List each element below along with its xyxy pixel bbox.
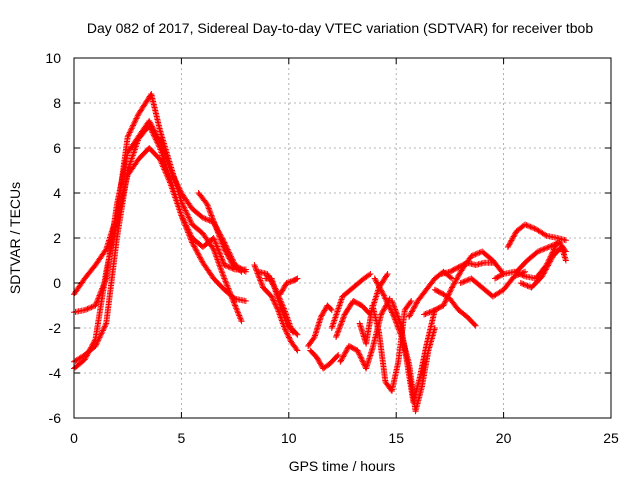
y-tick-label: 6 xyxy=(53,140,61,156)
series-markers xyxy=(251,262,301,354)
series-track-12 xyxy=(328,271,374,331)
x-tick-label: 20 xyxy=(496,430,512,446)
y-tick-label: -6 xyxy=(49,410,62,426)
series-track-19 xyxy=(431,286,479,329)
chart-title: Day 082 of 2017, Sidereal Day-to-day VTE… xyxy=(87,20,594,36)
series-track-1 xyxy=(71,91,245,325)
series-markers xyxy=(305,302,335,349)
series-track-15 xyxy=(356,298,415,394)
series-track-10 xyxy=(307,347,342,372)
series-markers xyxy=(517,244,569,291)
axis-ticks: 0 5 10 15 20 25 -6 -4 -2 0 2 4 6 8 10 xyxy=(45,50,619,446)
series-track-9 xyxy=(277,275,301,298)
data-points xyxy=(71,91,569,415)
series-track-11 xyxy=(305,302,335,349)
series-track-23 xyxy=(492,239,561,282)
series-track-17 xyxy=(388,298,438,406)
series-markers xyxy=(262,275,297,336)
y-tick-label: 10 xyxy=(45,50,61,66)
series-markers xyxy=(438,259,496,277)
series-markers xyxy=(513,239,569,275)
series-markers xyxy=(388,298,438,406)
series-track-24 xyxy=(504,221,569,250)
y-tick-label: 8 xyxy=(53,95,61,111)
series-markers xyxy=(356,298,415,394)
x-tick-label: 25 xyxy=(603,430,619,446)
series-markers xyxy=(492,239,561,282)
y-tick-label: -2 xyxy=(49,320,62,336)
series-track-8 xyxy=(262,275,297,336)
y-tick-label: 4 xyxy=(53,185,61,201)
grid xyxy=(74,58,611,418)
series-track-26 xyxy=(513,239,569,275)
series-markers xyxy=(71,91,245,325)
y-axis-label: SDTVAR / TECUs xyxy=(7,182,23,294)
series-markers xyxy=(504,221,569,250)
y-tick-label: 2 xyxy=(53,230,61,246)
x-tick-label: 15 xyxy=(388,430,404,446)
y-tick-label: 0 xyxy=(53,275,61,291)
series-markers xyxy=(277,275,301,298)
series-markers xyxy=(328,271,374,331)
series-track-25 xyxy=(517,244,569,291)
x-tick-label: 10 xyxy=(281,430,297,446)
x-tick-label: 0 xyxy=(70,430,78,446)
series-markers xyxy=(307,347,342,372)
x-axis-label: GPS time / hours xyxy=(289,458,396,474)
x-tick-label: 5 xyxy=(178,430,186,446)
series-markers xyxy=(431,286,479,329)
y-tick-label: -4 xyxy=(49,365,62,381)
series-track-5 xyxy=(195,190,245,275)
series-track-6 xyxy=(251,262,301,354)
series-track-21 xyxy=(438,259,496,277)
series-markers xyxy=(195,190,245,275)
